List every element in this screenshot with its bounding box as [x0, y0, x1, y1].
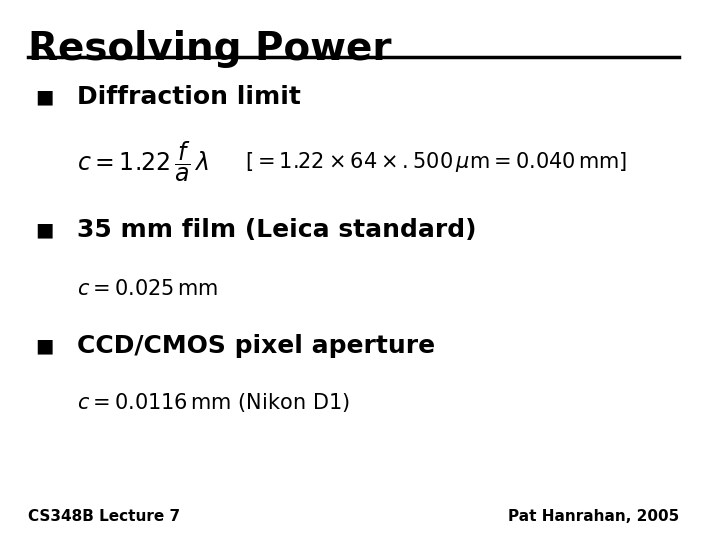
- Text: CS348B Lecture 7: CS348B Lecture 7: [28, 509, 180, 524]
- Text: ■: ■: [35, 336, 53, 355]
- Text: ■: ■: [35, 87, 53, 107]
- Text: $c = 0.0116\,\mathrm{mm}$ (Nikon D1): $c = 0.0116\,\mathrm{mm}$ (Nikon D1): [77, 391, 350, 414]
- Text: CCD/CMOS pixel aperture: CCD/CMOS pixel aperture: [77, 334, 435, 357]
- Text: $[= 1.22 \times 64 \times .500\,\mu\mathrm{m}{=}0.040\,\mathrm{mm}]$: $[= 1.22 \times 64 \times .500\,\mu\math…: [245, 150, 627, 174]
- Text: $c = 1.22\,\dfrac{f}{a}\,\lambda$: $c = 1.22\,\dfrac{f}{a}\,\lambda$: [77, 140, 209, 184]
- Text: 35 mm film (Leica standard): 35 mm film (Leica standard): [77, 218, 477, 241]
- Text: Resolving Power: Resolving Power: [28, 30, 392, 68]
- Text: $c = 0.025\,\mathrm{mm}$: $c = 0.025\,\mathrm{mm}$: [77, 279, 218, 299]
- Text: Pat Hanrahan, 2005: Pat Hanrahan, 2005: [508, 509, 680, 524]
- Text: ■: ■: [35, 220, 53, 239]
- Text: Diffraction limit: Diffraction limit: [77, 85, 301, 109]
